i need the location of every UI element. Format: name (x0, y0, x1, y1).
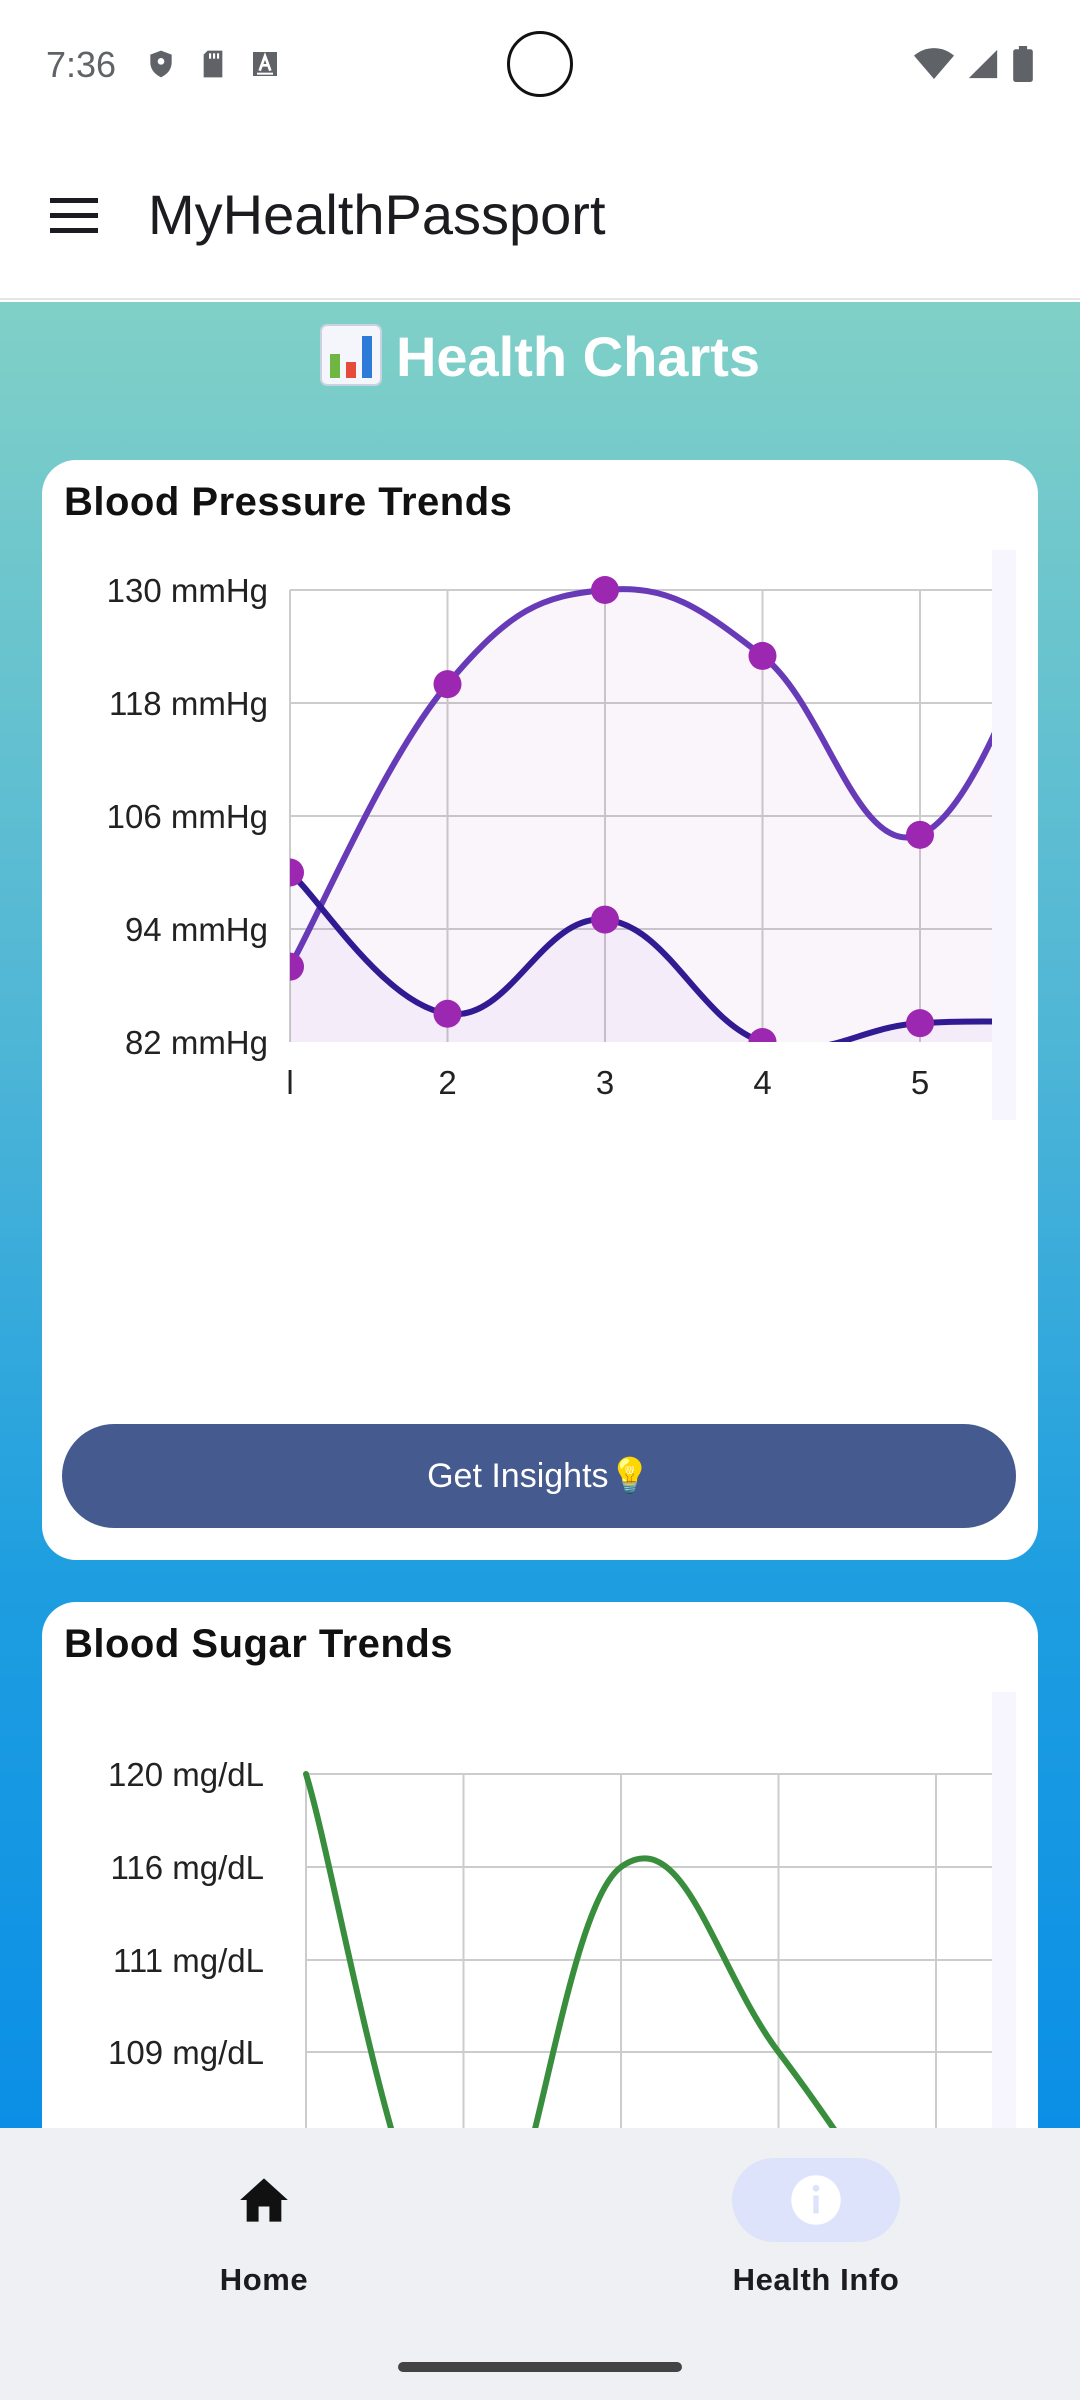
y-tick-label: 109 mg/dL (108, 2034, 264, 2071)
systolic-point (433, 670, 462, 699)
camera-cutout (507, 31, 573, 97)
y-tick-label: 82 mmHg (125, 1024, 268, 1061)
status-right-icons (914, 46, 1034, 82)
health-charts-screen[interactable]: Health Charts Blood Pressure Trends 130 … (0, 302, 1080, 2128)
chart-scroll-strip (992, 1692, 1016, 2128)
x-tick-label: l (286, 1064, 293, 1101)
blood-sugar-card: Blood Sugar Trends 120 mg/dL 116 mg/dL 111… (42, 1602, 1038, 2128)
systolic-point (591, 576, 619, 604)
systolic-point (748, 641, 777, 670)
get-insights-button[interactable]: Get Insights💡 (62, 1424, 1016, 1528)
menu-icon[interactable] (50, 198, 98, 234)
shield-icon (150, 50, 172, 78)
systolic-point (290, 952, 304, 981)
wifi-icon (914, 48, 954, 79)
signal-icon (968, 49, 998, 79)
blood-sugar-chart: 120 mg/dL 116 mg/dL 111 mg/dL 109 mg/dL (108, 1692, 1016, 2128)
page-title-text: Health Charts (395, 325, 761, 388)
x-tick-label: 4 (753, 1064, 771, 1101)
chart-scroll-strip (992, 550, 1016, 1120)
get-insights-label: Get Insights💡 (427, 1457, 651, 1495)
nav-home-pill[interactable] (180, 2158, 348, 2242)
bottom-navigation: Home Health Info (0, 2128, 1080, 2400)
x-tick-label: 2 (438, 1064, 456, 1101)
nav-health-info-label: Health Info (732, 2262, 900, 2297)
x-tick-label: 3 (596, 1064, 614, 1101)
y-tick-label: 106 mmHg (107, 798, 268, 835)
systolic-line (290, 586, 992, 970)
home-icon (240, 2178, 288, 2222)
bar-chart-icon (319, 324, 382, 387)
blood-sugar-title: Blood Sugar Trends (64, 1622, 454, 1666)
y-tick-label: 120 mg/dL (108, 1756, 264, 1793)
diastolic-point (433, 999, 462, 1028)
y-tick-label: 111 mg/dL (113, 1942, 264, 1979)
sd-card-icon (203, 50, 223, 78)
status-bar: 7:36 (0, 0, 1080, 130)
blood-pressure-title: Blood Pressure Trends (64, 480, 513, 524)
gesture-bar (398, 2362, 682, 2372)
info-icon (791, 2175, 841, 2225)
diastolic-point (591, 905, 619, 934)
diastolic-point (748, 1028, 777, 1042)
series-group (290, 576, 992, 1042)
font-icon (253, 52, 277, 76)
blood-pressure-card: Blood Pressure Trends 130 mmHg 118 mmHg 10… (42, 460, 1038, 1560)
blood-pressure-chart: 130 mmHg 118 mmHg 106 mmHg 94 mmHg 82 mmHg l 2… (107, 550, 1016, 1120)
status-time: 7:36 (46, 44, 117, 85)
app-title: MyHealthPassport (148, 183, 606, 246)
nav-health-info-pill[interactable] (732, 2158, 900, 2242)
y-tick-label: 130 mmHg (107, 572, 268, 609)
app-bar: MyHealthPassport (0, 130, 1080, 300)
status-left-icons (145, 48, 281, 80)
x-tick-label: 5 (911, 1064, 929, 1101)
battery-icon (1013, 46, 1033, 82)
systolic-point (906, 820, 934, 849)
nav-health-info[interactable]: Health Info (666, 2158, 966, 2298)
nav-home-label: Home (219, 2262, 309, 2297)
blood-sugar-line (303, 1771, 837, 2128)
nav-home[interactable]: Home (114, 2158, 414, 2298)
y-tick-label: 118 mmHg (109, 685, 268, 722)
series-area-fill (290, 589, 992, 1042)
page-title: Health Charts (0, 324, 1080, 392)
y-tick-label: 116 mg/dL (111, 1849, 265, 1886)
diastolic-point (290, 858, 304, 887)
series-area-fill (290, 872, 992, 1042)
diastolic-point (906, 1009, 934, 1038)
y-tick-label: 94 mmHg (125, 911, 268, 948)
